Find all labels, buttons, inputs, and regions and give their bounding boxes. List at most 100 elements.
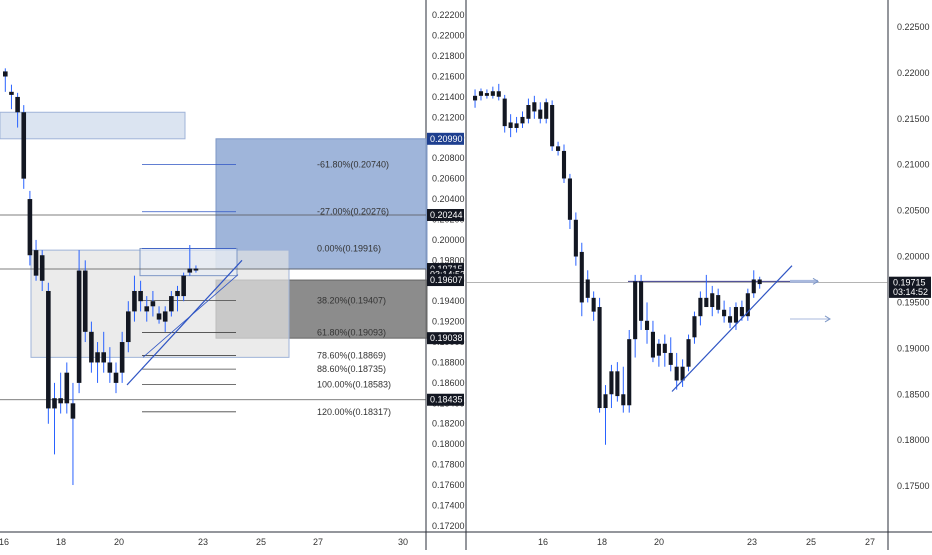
y-tick-label: 0.22200 [432, 10, 465, 20]
candle-body [70, 403, 76, 419]
candle-body [150, 301, 156, 307]
fib-level-label: 0.00%(0.19916) [317, 243, 381, 253]
y-tick-label: 0.21400 [432, 92, 465, 102]
price-label: 0.20244 [427, 208, 464, 221]
candle-body [21, 112, 27, 179]
price-label-text: 0.19038 [430, 333, 463, 343]
y-tick-label: 0.18500 [897, 389, 930, 399]
y-tick-label: 0.20500 [897, 206, 930, 216]
candle-body [609, 371, 614, 395]
price-label: 03:14:52 [889, 285, 931, 298]
candle-body [656, 343, 661, 356]
candle-body [633, 281, 638, 340]
x-tick-label: 25 [256, 537, 266, 547]
y-tick-label: 0.19400 [432, 296, 465, 306]
left-chart-panel: -61.80%(0.20740) -27.00%(0.20276) 0.00%(0.… [0, 0, 465, 550]
x-tick-label: 23 [747, 537, 757, 547]
candle-body [727, 316, 733, 323]
candle-body [132, 290, 137, 312]
candle-body [3, 71, 8, 77]
candle-body [144, 306, 150, 312]
candle-body [692, 316, 697, 338]
x-tick-label: 16 [538, 537, 548, 547]
y-tick-label: 0.21200 [432, 112, 465, 122]
candle-body [52, 398, 57, 409]
candle-body [478, 91, 484, 96]
candle-body [650, 331, 655, 358]
y-tick-label: 0.20800 [432, 153, 465, 163]
candle-body [58, 398, 63, 404]
candle-body [573, 219, 578, 257]
candle-body [757, 279, 762, 285]
candle-body [27, 199, 33, 256]
trendline-inner [142, 274, 239, 358]
candle-body [508, 122, 513, 128]
candle-body [496, 91, 501, 97]
candle-body [567, 178, 572, 220]
y-tick-label: 0.19800 [432, 255, 465, 265]
y-tick-label: 0.22000 [897, 68, 930, 78]
price-label-text: 0.19715 [893, 278, 926, 288]
candle-body [64, 372, 70, 404]
candle-body [138, 290, 143, 302]
price-label-text: 03:14:52 [893, 287, 928, 297]
candle-body [722, 309, 727, 317]
candle-body [745, 293, 750, 317]
y-tick-label: 0.22000 [432, 31, 465, 41]
candle-body [473, 95, 478, 101]
candle-body [733, 307, 739, 323]
price-label: 0.19607 [427, 274, 464, 287]
x-tick-label: 18 [597, 537, 607, 547]
candle-body [33, 250, 39, 276]
candle-body [597, 307, 602, 409]
price-label-text: 0.20244 [430, 210, 463, 220]
candle-body [716, 295, 721, 310]
price-label: 0.19038 [427, 332, 464, 345]
candle-body [46, 290, 51, 409]
candle-body [532, 102, 537, 112]
price-label: 0.19715 [889, 276, 931, 289]
y-tick-label: 0.18000 [897, 435, 930, 445]
x-tick-label: 30 [398, 537, 408, 547]
candle-body [107, 362, 113, 373]
candle-body [751, 279, 756, 294]
y-tick-label: 0.20400 [432, 194, 465, 204]
y-tick-label: 0.19200 [432, 317, 465, 327]
candle-body [627, 339, 632, 406]
candle-body [644, 320, 650, 330]
y-tick-label: 0.17400 [432, 500, 465, 510]
candle-body [704, 297, 709, 308]
trendline [126, 259, 243, 386]
fib-level-label: 120.00%(0.18317) [317, 407, 391, 417]
candle-body [175, 290, 180, 297]
candle-body [615, 371, 620, 397]
candle-body [187, 268, 193, 273]
candle-body [585, 279, 590, 298]
candle-body [538, 109, 543, 119]
arrow-icon [812, 277, 819, 285]
trendline [671, 265, 793, 392]
y-tick-label: 0.22500 [897, 22, 930, 32]
y-tick-label: 0.17800 [432, 460, 465, 470]
y-tick-label: 0.18600 [432, 378, 465, 388]
fib-level-label: 100.00%(0.18583) [317, 380, 391, 390]
x-tick-label: 16 [0, 537, 9, 547]
x-tick-label: 23 [198, 537, 208, 547]
price-label-bg [889, 276, 931, 289]
arrow-icon [824, 315, 831, 323]
y-tick-label: 0.20000 [897, 252, 930, 262]
y-tick-label: 0.20000 [432, 235, 465, 245]
price-label-bg [427, 332, 464, 345]
y-tick-label: 0.20600 [432, 174, 465, 184]
candle-body [169, 296, 174, 312]
candle-body [674, 366, 679, 381]
candle-body [591, 297, 596, 312]
candle-body [181, 275, 186, 297]
candle-body [556, 146, 561, 151]
price-label: 0.20990 [427, 132, 464, 145]
price-label-text: 0.19607 [430, 275, 463, 285]
price-label-bg [427, 393, 464, 406]
y-tick-label: 0.21500 [897, 114, 930, 124]
price-label-bg [427, 208, 464, 221]
